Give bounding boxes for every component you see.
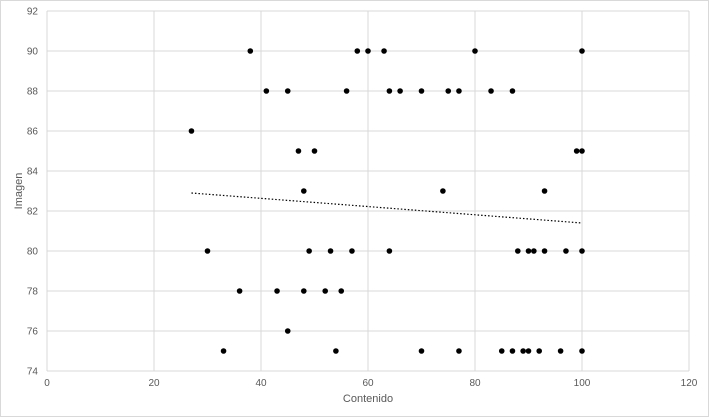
data-point (509, 88, 516, 94)
data-point (301, 288, 307, 294)
data-point (488, 88, 494, 94)
data-point (418, 348, 425, 354)
data-point (525, 348, 532, 354)
data-point (236, 288, 243, 294)
data-point (563, 248, 569, 254)
data-point (397, 88, 403, 94)
y-tick-label: 88 (27, 87, 39, 98)
data-point (220, 348, 227, 354)
x-tick-label: 40 (255, 378, 267, 389)
data-point (284, 88, 291, 94)
y-tick-label: 86 (27, 127, 39, 138)
x-tick-label: 60 (362, 378, 374, 389)
x-axis-ticks: 0 20 40 60 80 100 120 (44, 378, 698, 389)
data-point (204, 248, 211, 254)
data-point (354, 48, 361, 54)
data-point (274, 288, 280, 294)
data-point (311, 148, 318, 154)
x-tick-label: 120 (681, 378, 698, 389)
trendline (191, 192, 583, 224)
data-point (349, 248, 355, 254)
data-point (573, 148, 580, 154)
y-tick-label: 78 (27, 287, 39, 298)
data-point (301, 188, 307, 194)
data-point (557, 348, 564, 354)
x-tick-label: 20 (148, 378, 160, 389)
data-points (188, 48, 585, 354)
data-point (509, 348, 516, 354)
data-point (386, 88, 393, 94)
x-axis-title: Contenido (343, 393, 393, 405)
data-point (579, 348, 585, 354)
data-point (327, 248, 334, 254)
data-point (456, 88, 462, 94)
x-tick-label: 80 (469, 378, 481, 389)
data-point (295, 148, 302, 154)
data-point (333, 348, 339, 354)
y-axis-ticks: 74 76 78 80 82 84 86 88 90 92 (27, 7, 39, 378)
trendline-path (191, 192, 583, 224)
x-tick-label: 0 (44, 378, 50, 389)
data-point (579, 148, 585, 154)
data-point (498, 348, 505, 354)
y-tick-label: 80 (27, 247, 39, 258)
y-tick-label: 76 (27, 327, 39, 338)
data-point (525, 248, 532, 254)
data-point (338, 288, 345, 294)
data-point (284, 328, 291, 334)
grid-lines (46, 10, 690, 372)
data-point (579, 248, 585, 254)
data-point (515, 248, 521, 254)
y-axis-title: Imagen (13, 173, 25, 210)
y-tick-label: 92 (27, 7, 39, 18)
data-point (579, 48, 585, 54)
data-point (343, 88, 350, 94)
data-point (536, 348, 542, 354)
data-point (456, 348, 462, 354)
data-point (472, 48, 478, 54)
data-point (445, 88, 452, 94)
y-tick-label: 90 (27, 47, 39, 58)
data-point (306, 248, 312, 254)
y-tick-label: 74 (27, 367, 39, 378)
y-tick-label: 84 (27, 167, 39, 178)
data-point (531, 248, 537, 254)
data-point (520, 348, 526, 354)
data-point (365, 48, 371, 54)
data-point (247, 48, 254, 54)
data-point (386, 248, 393, 254)
data-point (322, 288, 329, 294)
data-point (381, 48, 387, 54)
data-point (188, 128, 195, 134)
data-point (263, 88, 270, 94)
data-point (541, 248, 548, 254)
y-tick-label: 82 (27, 207, 39, 218)
data-point (541, 188, 548, 194)
data-point (418, 88, 425, 94)
data-point (440, 188, 446, 194)
x-tick-label: 100 (574, 378, 591, 389)
